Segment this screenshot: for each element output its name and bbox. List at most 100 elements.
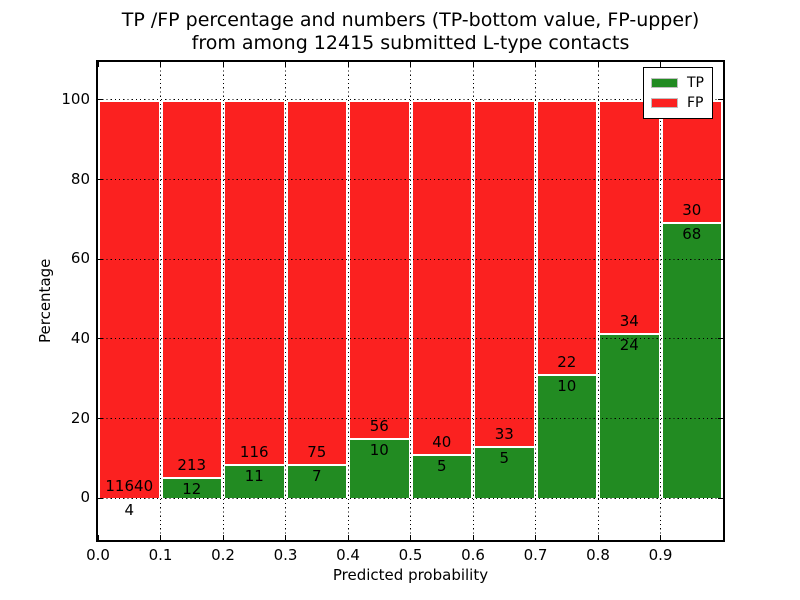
tp-count-label: 10 (557, 376, 577, 395)
fp-bar-segment (98, 99, 161, 499)
x-tick-top (597, 62, 599, 67)
chart-title: TP /FP percentage and numbers (TP-bottom… (96, 9, 725, 55)
fp-bar-segment (223, 99, 286, 464)
fp-legend-swatch (651, 98, 678, 108)
x-tick-top (660, 62, 662, 67)
x-tick-label: 0.5 (398, 546, 423, 564)
y-tick-left (98, 178, 103, 181)
fp-count-label: 11640 (105, 477, 154, 496)
chart-title-line1: TP /FP percentage and numbers (TP-bottom… (121, 9, 700, 31)
x-tick-label: 0.2 (211, 546, 235, 564)
x-tick-top (160, 62, 162, 67)
x-gridline (410, 62, 411, 540)
y-tick-right (718, 497, 723, 499)
tp-bar-segment (348, 437, 411, 499)
fp-bar-segment (535, 99, 598, 374)
x-tick-top (472, 62, 474, 67)
y-tick-label: 20 (70, 408, 90, 427)
y-tick-right (718, 417, 723, 420)
x-tick-label: 0.8 (586, 546, 610, 564)
tp-count-label: 11 (244, 466, 264, 485)
x-tick-bottom (285, 535, 287, 540)
legend-entry-tp: TP (651, 73, 704, 93)
tp-count-label: 12 (182, 479, 202, 498)
y-tick-right (718, 99, 723, 101)
y-gridline (98, 338, 723, 340)
fp-bar-segment (348, 99, 411, 438)
bar-value-labels-layer: 11640 4 213 12 116 11 75 7 56 10 40 5 33 5 22 10 34 24 30 6… (98, 62, 723, 540)
x-gridline (222, 62, 224, 540)
x-gridline (535, 62, 536, 540)
x-tick-top (347, 62, 349, 67)
grid-layer (98, 62, 723, 540)
y-tick-left (98, 99, 103, 101)
y-tick-label: 0 (80, 488, 90, 507)
legend: TP FP (643, 67, 713, 119)
fp-count-label: 30 (682, 200, 702, 219)
fp-bar-segment (160, 99, 223, 477)
tp-count-label: 24 (619, 336, 639, 355)
fp-bar-segment (473, 99, 536, 446)
fp-count-label: 40 (432, 432, 452, 451)
x-tick-bottom (97, 535, 99, 540)
tp-count-label: 5 (499, 448, 510, 467)
x-tick-label: 0.0 (86, 546, 110, 564)
tp-bar-segment (598, 333, 661, 499)
x-tick-label: 0.4 (336, 546, 360, 564)
y-axis-label: Percentage (36, 258, 54, 344)
x-tick-bottom (472, 535, 474, 540)
y-tick-label: 80 (70, 169, 90, 188)
x-tick-top (535, 62, 537, 67)
tp-bar-segment (160, 476, 223, 499)
tp-bar-segment (660, 221, 723, 499)
tp-legend-label: TP (687, 75, 704, 91)
x-gridline (285, 62, 286, 540)
fp-count-label: 56 (369, 416, 389, 435)
y-tick-left (98, 258, 103, 260)
x-gridline (597, 62, 599, 540)
x-axis-label: Predicted probability (332, 566, 489, 584)
bars-layer (98, 62, 723, 540)
chart-title-line2: from among 12415 submitted L-type contac… (191, 32, 630, 54)
x-tick-top (222, 62, 224, 67)
x-tick-bottom (347, 535, 349, 540)
x-tick-label: 0.6 (461, 546, 485, 564)
tp-bar-segment (285, 464, 348, 499)
y-gridline (98, 497, 723, 499)
y-tick-left (98, 417, 103, 420)
y-tick-label: 40 (70, 328, 90, 347)
x-tick-top (410, 62, 412, 67)
tp-count-label: 10 (369, 440, 389, 459)
y-tick-left (98, 338, 103, 340)
fp-count-label: 22 (557, 352, 577, 371)
y-tick-right (718, 338, 723, 340)
fp-legend-label: FP (687, 95, 704, 111)
tp-bar-segment (473, 445, 536, 499)
fp-bar-segment (598, 99, 661, 334)
fp-count-label: 33 (494, 424, 514, 443)
x-tick-bottom (222, 535, 224, 540)
x-tick-bottom (535, 535, 537, 540)
y-tick-label: 60 (70, 249, 90, 268)
tp-bar-segment (535, 373, 598, 499)
x-tick-bottom (660, 535, 662, 540)
plot-area: 11640 4 213 12 116 11 75 7 56 10 40 5 33 5 22 10 34 24 30 6… (96, 60, 725, 542)
fp-bar-segment (410, 99, 473, 454)
x-tick-bottom (410, 535, 412, 540)
y-tick-right (718, 178, 723, 181)
legend-entry-fp: FP (651, 93, 704, 113)
y-gridline (98, 258, 723, 260)
y-tick-label: 100 (61, 89, 90, 108)
fp-bar-segment (660, 99, 723, 222)
y-tick-right (718, 258, 723, 260)
tick-marks-layer (97, 62, 723, 540)
tp-bar-segment (410, 453, 473, 499)
x-tick-bottom (160, 535, 162, 540)
fp-count-label: 34 (619, 312, 639, 331)
tp-legend-swatch (651, 78, 678, 88)
x-tick-label: 0.1 (148, 546, 173, 564)
y-gridline (98, 418, 723, 419)
tp-count-label: 5 (436, 456, 447, 475)
y-gridline (98, 99, 723, 101)
